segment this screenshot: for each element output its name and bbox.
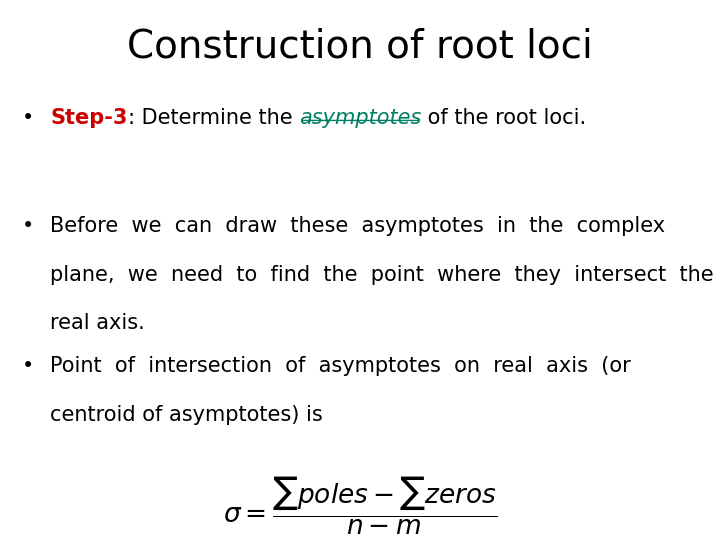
Text: Construction of root loci: Construction of root loci: [127, 27, 593, 65]
Text: : Determine the: : Determine the: [127, 108, 299, 128]
Text: centroid of asymptotes) is: centroid of asymptotes) is: [50, 405, 323, 425]
Text: Step-3: Step-3: [50, 108, 127, 128]
Text: Point  of  intersection  of  asymptotes  on  real  axis  (or: Point of intersection of asymptotes on r…: [50, 356, 631, 376]
Text: real axis.: real axis.: [50, 313, 145, 333]
Text: •: •: [22, 216, 34, 236]
Text: •: •: [22, 356, 34, 376]
Text: •: •: [22, 108, 34, 128]
Text: plane,  we  need  to  find  the  point  where  they  intersect  the: plane, we need to find the point where t…: [50, 265, 714, 285]
Text: asymptotes: asymptotes: [299, 108, 421, 128]
Text: $\sigma = \dfrac{\sum poles - \sum zeros}{n - m}$: $\sigma = \dfrac{\sum poles - \sum zeros…: [222, 475, 498, 537]
Text: of the root loci.: of the root loci.: [421, 108, 587, 128]
Text: Before  we  can  draw  these  asymptotes  in  the  complex: Before we can draw these asymptotes in t…: [50, 216, 665, 236]
